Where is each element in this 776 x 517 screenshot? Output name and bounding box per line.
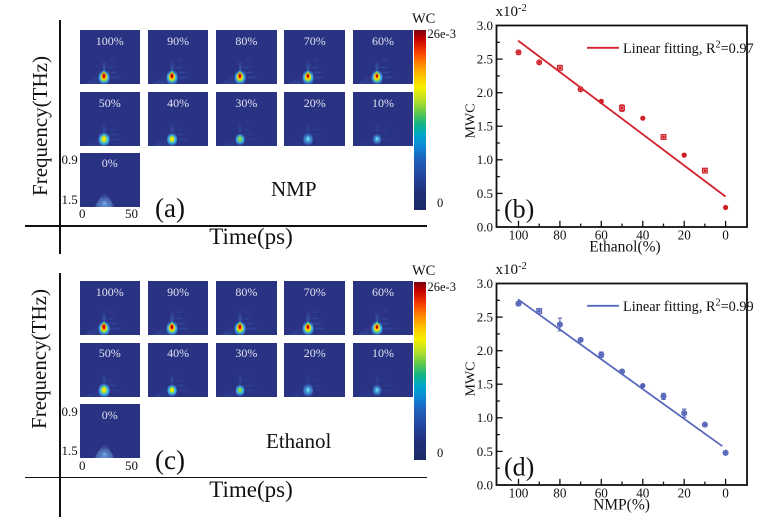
svg-text:20: 20 [678, 228, 692, 243]
svg-text:2.5: 2.5 [477, 310, 493, 325]
svg-text:MWC: MWC [464, 362, 479, 397]
svg-text:1.0: 1.0 [477, 410, 493, 425]
svg-text:1.5: 1.5 [477, 119, 493, 134]
svg-text:Linear fitting, R2=0.99: Linear fitting, R2=0.99 [623, 297, 754, 315]
svg-text:0.5: 0.5 [477, 186, 493, 201]
svg-text:40: 40 [636, 228, 650, 243]
svg-text:(d): (d) [504, 453, 534, 482]
svg-text:3.0: 3.0 [477, 18, 493, 33]
svg-text:80: 80 [553, 228, 567, 243]
svg-text:3.0: 3.0 [477, 276, 493, 291]
svg-text:0.5: 0.5 [477, 444, 493, 459]
svg-text:0.0: 0.0 [477, 477, 493, 492]
svg-text:Ethanol(%): Ethanol(%) [589, 239, 660, 256]
svg-text:2.5: 2.5 [477, 52, 493, 67]
svg-text:2.0: 2.0 [477, 343, 493, 358]
svg-text:20: 20 [678, 486, 692, 501]
svg-text:100: 100 [509, 486, 529, 501]
svg-text:NMP(%): NMP(%) [593, 497, 650, 514]
svg-text:(b): (b) [504, 195, 534, 224]
svg-text:Linear fitting, R2=0.97: Linear fitting, R2=0.97 [623, 39, 754, 57]
svg-text:0: 0 [722, 486, 729, 501]
svg-text:60: 60 [595, 228, 609, 243]
svg-text:1.0: 1.0 [477, 152, 493, 167]
svg-text:80: 80 [553, 486, 567, 501]
svg-text:x10-2: x10-2 [496, 261, 527, 278]
svg-text:40: 40 [636, 486, 650, 501]
svg-text:60: 60 [595, 486, 609, 501]
svg-text:MWC: MWC [464, 104, 479, 139]
svg-text:0: 0 [722, 228, 729, 243]
svg-text:2.0: 2.0 [477, 85, 493, 100]
svg-text:100: 100 [509, 228, 529, 243]
svg-text:0.0: 0.0 [477, 219, 493, 234]
svg-text:1.5: 1.5 [477, 377, 493, 392]
svg-text:x10-2: x10-2 [496, 3, 527, 20]
